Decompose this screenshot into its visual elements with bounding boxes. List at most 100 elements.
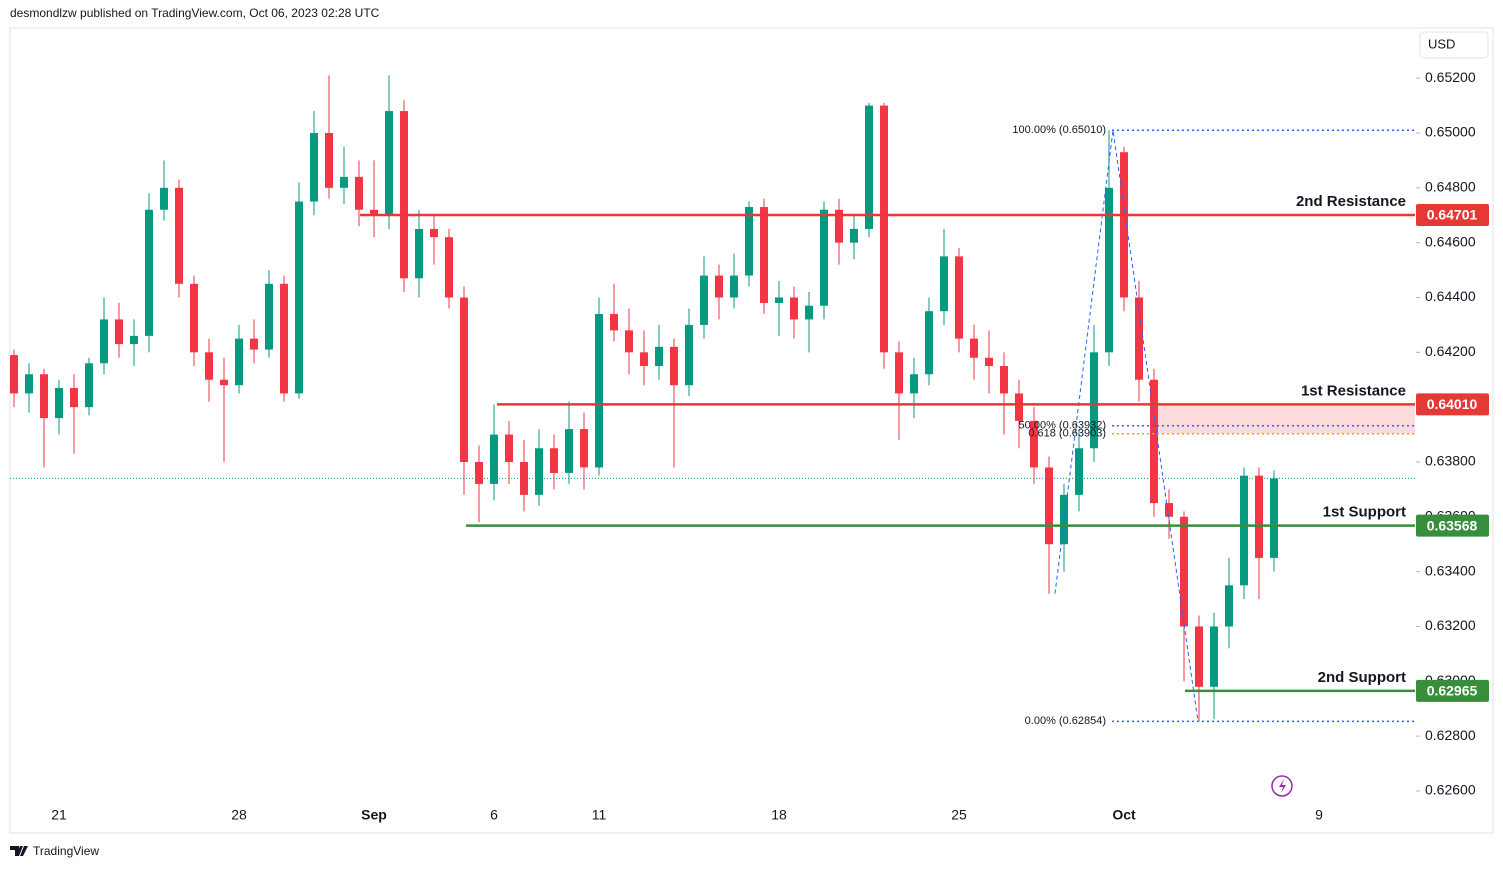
candle-body [1150,379,1158,504]
candle-body [820,209,828,306]
x-tick-label: 21 [51,807,67,823]
candle-body [1120,152,1128,298]
y-tick-label: 0.64800 [1425,179,1476,195]
candle-body [505,434,513,462]
y-tick-label: 0.62800 [1425,727,1476,743]
candle-body [100,319,108,364]
x-tick-label: 11 [592,807,607,823]
fib-label: 100.00% (0.65010) [1012,124,1106,136]
candle-body [1240,475,1248,586]
candle-body [940,256,948,312]
y-tick-label: 0.64200 [1425,343,1476,359]
candle-body [415,228,423,279]
candle-body [205,352,213,380]
level-name: 1st Resistance [1301,382,1406,399]
candle-body [310,132,318,202]
alert-icon[interactable] [1271,775,1293,797]
candle-body [280,283,288,394]
candle-body [715,275,723,298]
x-tick-label: Sep [361,807,387,823]
candle-body [520,461,528,495]
candle-body [1045,467,1053,545]
candle-body [910,374,918,394]
candle-body [190,283,198,353]
level-value-box [1416,203,1489,226]
candle-body [805,305,813,320]
candle-body [985,357,993,367]
x-tick-label: Oct [1112,807,1136,823]
header: desmondlzw published on TradingView.com,… [10,6,380,20]
candle-body [130,335,138,345]
y-tick-label: 0.62600 [1425,782,1476,798]
brand: TradingView [33,844,99,858]
fib-label: 50.00% (0.63932) [1019,420,1106,432]
level-value: 0.63568 [1427,517,1478,533]
y-tick-label: 0.65000 [1425,124,1476,140]
fib-label: 0.618 (0.63903) [1028,428,1106,440]
level-value-box [1416,393,1489,416]
candle-body [25,374,33,394]
y-tick-label: 0.63200 [1425,617,1476,633]
candle-body [895,352,903,394]
candle-body [40,374,48,419]
candle-body [1225,585,1233,627]
candle-body [595,313,603,468]
candle-body [880,105,888,353]
candle-body [340,176,348,188]
fib-label: 0.00% (0.62854) [1025,715,1106,727]
candle-body [325,132,333,188]
level-value: 0.64701 [1427,207,1478,223]
currency-box[interactable] [1419,31,1489,59]
candle-body [1090,352,1098,449]
candle-body [445,237,453,298]
candle-body [1255,475,1263,558]
candle-body [1270,478,1278,558]
candle-body [265,283,273,350]
x-tick-label: 9 [1315,807,1323,823]
candle-body [295,201,303,394]
candle-body [850,228,858,243]
level-value: 0.62965 [1427,683,1478,699]
candle-body [835,209,843,243]
level-value-box [1416,514,1489,537]
y-tick-label: 0.63400 [1425,562,1476,578]
candle-body [550,448,558,473]
candle-body [1135,297,1143,380]
frame [9,27,1494,834]
candle-body [1165,503,1173,517]
fib-trend [1054,130,1199,722]
candle-body [625,330,633,353]
candle-body [640,352,648,367]
currency: USD [1428,36,1455,51]
candle-body [760,207,768,303]
y-tick-label: 0.65200 [1425,69,1476,85]
candle-body [925,311,933,375]
level-name: 2nd Support [1318,669,1406,686]
candle-body [745,207,753,276]
candle-body [685,324,693,386]
y-tick-label: 0.64400 [1425,288,1476,304]
candle-body [250,338,258,350]
candle-body [1015,393,1023,421]
candle-body [115,319,123,345]
candle-body [580,429,588,468]
candle-body [145,209,153,336]
candle-body [70,387,78,408]
candle-body [700,275,708,325]
candle-body [355,176,363,210]
candle-body [775,297,783,303]
candle-body [490,434,498,484]
level-value-box [1416,679,1489,702]
y-tick-label: 0.64600 [1425,233,1476,249]
candle-body [160,187,168,210]
candle-body [790,297,798,320]
resistance-zone [1150,404,1415,434]
candle-body [1105,187,1113,353]
x-tick-label: 18 [771,807,787,823]
brand-logo [10,846,28,856]
candle-body [955,256,963,339]
candle-body [1195,626,1203,687]
candle-body [1075,448,1083,495]
candle-body [670,346,678,386]
candle-body [1180,516,1188,627]
